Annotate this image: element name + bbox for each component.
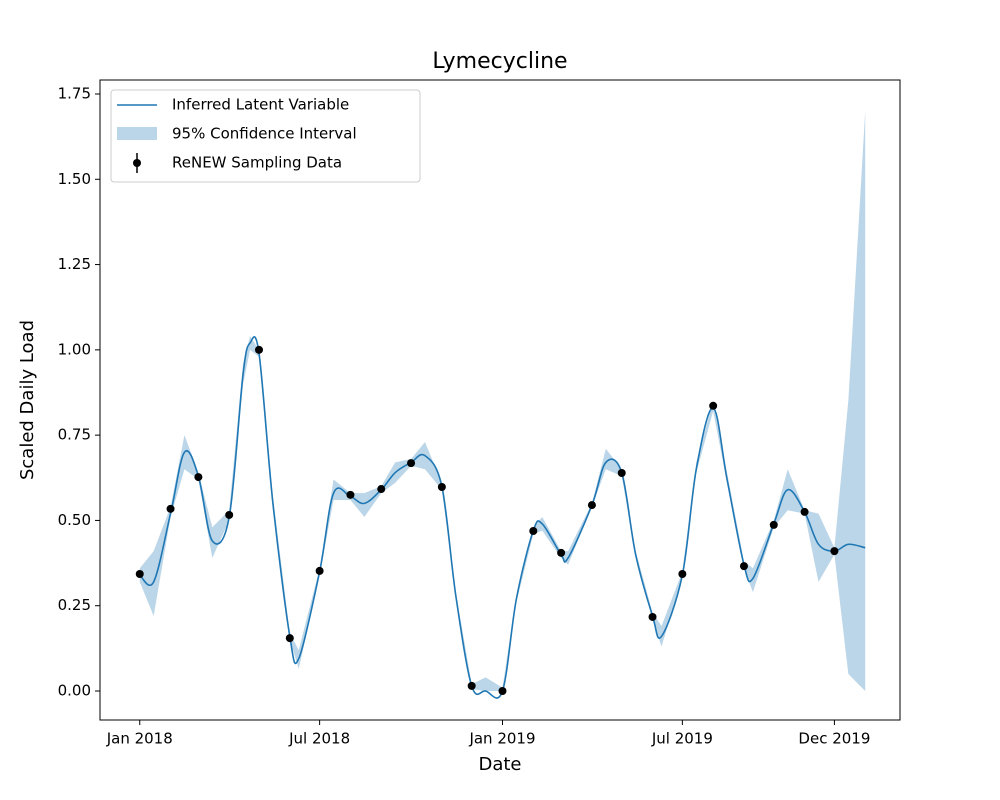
legend-label: ReNEW Sampling Data	[172, 154, 342, 172]
sample-point	[315, 566, 324, 575]
y-tick-label: 0.50	[58, 511, 91, 529]
y-tick-label: 1.50	[58, 170, 91, 188]
sample-point	[407, 459, 416, 468]
y-tick-label: 0.00	[58, 682, 91, 700]
sample-point	[285, 634, 294, 643]
sample-point	[225, 510, 234, 519]
sample-point	[769, 520, 778, 529]
sample-point	[255, 345, 264, 354]
legend-label: 95% Confidence Interval	[172, 125, 357, 143]
sample-point	[377, 485, 386, 494]
legend-label: Inferred Latent Variable	[172, 96, 349, 114]
sample-point	[437, 482, 446, 491]
sample-point	[346, 490, 355, 499]
legend-point-swatch	[133, 159, 141, 167]
x-tick-label: Jul 2018	[288, 730, 350, 748]
legend-box	[110, 89, 421, 183]
sample-point	[467, 681, 476, 690]
sample-point	[587, 501, 596, 510]
x-tick-label: Jan 2018	[106, 730, 173, 748]
x-tick-label: Jul 2019	[651, 730, 713, 748]
y-tick-label: 0.25	[58, 596, 91, 614]
sample-point	[648, 612, 657, 621]
sample-point	[166, 504, 175, 513]
y-tick-label: 1.25	[58, 255, 91, 273]
sample-point	[557, 548, 566, 557]
x-tick-label: Dec 2019	[798, 730, 870, 748]
legend-band-swatch	[117, 127, 157, 140]
y-tick-label: 1.00	[58, 340, 91, 358]
y-tick-label: 1.75	[58, 84, 91, 102]
sample-point	[830, 547, 839, 556]
chart-title: Lymecycline	[432, 49, 567, 74]
sample-point	[498, 687, 507, 696]
sample-point	[194, 473, 203, 482]
sample-point	[739, 562, 748, 571]
y-axis-label: Scaled Daily Load	[17, 320, 38, 480]
sample-point	[709, 401, 718, 410]
sample-point	[135, 569, 144, 578]
y-tick-label: 0.75	[58, 426, 91, 444]
sample-point	[617, 469, 626, 478]
sample-point	[529, 527, 538, 536]
sample-point	[678, 569, 687, 578]
latent-line	[139, 336, 866, 699]
sample-point	[800, 507, 809, 516]
x-tick-label: Jan 2019	[468, 730, 535, 748]
confidence-band	[139, 111, 866, 692]
x-axis-label: Date	[478, 754, 521, 775]
plot-area	[99, 79, 901, 721]
